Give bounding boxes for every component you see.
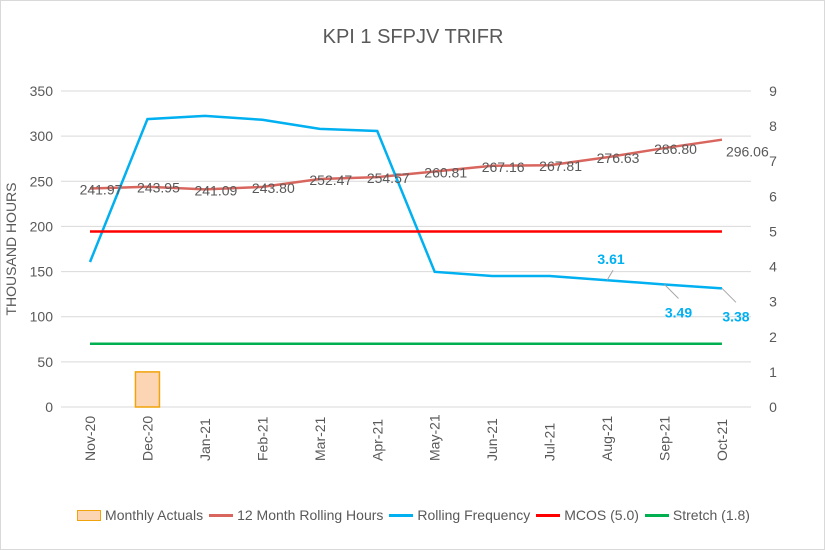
y-axis-label: THOUSAND HOURS bbox=[3, 182, 19, 315]
x-tick-label: Sep-21 bbox=[657, 416, 673, 461]
data-label-rolling-hours: 260.81 bbox=[424, 165, 467, 181]
x-tick-label: Feb-21 bbox=[254, 416, 270, 461]
y-tick-label: 150 bbox=[30, 264, 54, 280]
y-tick-label: 250 bbox=[30, 173, 54, 189]
x-tick-label: Apr-21 bbox=[369, 419, 385, 461]
legend: Monthly Actuals 12 Month Rolling Hours Rol… bbox=[1, 507, 825, 523]
y2-tick-label: 4 bbox=[769, 259, 777, 275]
legend-item: Monthly Actuals bbox=[77, 507, 203, 523]
legend-swatch bbox=[77, 509, 102, 521]
leader-line bbox=[721, 287, 737, 303]
data-label-rolling-hours: 252.47 bbox=[309, 172, 352, 188]
y2-tick-label: 5 bbox=[769, 223, 777, 239]
data-label-rolling-hours: 267.81 bbox=[539, 158, 582, 174]
legend-label: Stretch (1.8) bbox=[672, 507, 750, 523]
y2-tick-label: 9 bbox=[769, 83, 777, 99]
legend-item: Stretch (1.8) bbox=[644, 507, 750, 523]
y2-tick-label: 3 bbox=[769, 294, 777, 310]
legend-label: 12 Month Rolling Hours bbox=[237, 507, 384, 523]
series-line-12-month-rolling-hours bbox=[89, 138, 723, 191]
data-label-rolling-hours: 296.06 bbox=[726, 144, 769, 160]
data-label-rolling-hours: 267.16 bbox=[482, 159, 525, 175]
data-label-rolling-hours: 254.57 bbox=[367, 170, 410, 186]
leader-line bbox=[606, 269, 614, 281]
data-label-rolling-hours: 241.09 bbox=[194, 182, 237, 198]
bar-monthly-actuals bbox=[134, 371, 161, 408]
x-tick-label: Jul-21 bbox=[542, 423, 558, 461]
y-tick-label: 0 bbox=[45, 399, 53, 415]
chart-title: KPI 1 SFPJV TRIFR bbox=[323, 26, 504, 48]
data-label-rolling-frequency: 3.38 bbox=[722, 308, 749, 324]
data-label-rolling-hours: 241.97 bbox=[80, 182, 123, 198]
y2-tick-label: 8 bbox=[769, 118, 777, 134]
legend-item: MCOS (5.0) bbox=[536, 507, 639, 523]
y2-tick-label: 1 bbox=[769, 364, 777, 380]
legend-item: 12 Month Rolling Hours bbox=[209, 507, 383, 523]
legend-swatch bbox=[209, 513, 234, 517]
chart: KPI 1 SFPJV TRIFR THOUSAND HOURS 241.97 2… bbox=[3, 26, 777, 461]
legend-label: Rolling Frequency bbox=[417, 507, 531, 523]
legend-swatch bbox=[536, 513, 561, 517]
data-label-rolling-hours: 286.80 bbox=[654, 141, 697, 157]
leader-line bbox=[664, 284, 679, 299]
x-tick-label: Aug-21 bbox=[599, 416, 615, 461]
x-tick-label: Nov-20 bbox=[82, 416, 98, 461]
y2-tick-label: 2 bbox=[769, 329, 777, 345]
series-line-rolling-frequency bbox=[88, 114, 723, 290]
y-tick-label: 100 bbox=[30, 309, 54, 325]
data-label-rolling-frequency: 3.49 bbox=[665, 304, 692, 320]
legend-label: Monthly Actuals bbox=[105, 507, 204, 523]
data-label-rolling-frequency: 3.61 bbox=[597, 251, 624, 267]
x-tick-label: Dec-20 bbox=[139, 416, 155, 461]
legend-swatch bbox=[389, 513, 414, 517]
y-tick-label: 300 bbox=[30, 128, 54, 144]
x-tick-label: Jun-21 bbox=[484, 418, 500, 461]
data-label-rolling-hours: 276.63 bbox=[597, 150, 640, 166]
x-tick-label: Oct-21 bbox=[714, 419, 730, 461]
y-tick-label: 350 bbox=[30, 83, 54, 99]
x-tick-label: May-21 bbox=[427, 414, 443, 461]
legend-item: Rolling Frequency bbox=[389, 507, 530, 523]
x-tick-label: Mar-21 bbox=[312, 416, 328, 461]
x-tick-label: Jan-21 bbox=[197, 418, 213, 461]
data-label-rolling-hours: 243.80 bbox=[252, 180, 295, 196]
y-tick-label: 200 bbox=[30, 218, 54, 234]
legend-swatch bbox=[644, 513, 669, 517]
data-label-rolling-hours: 243.95 bbox=[137, 180, 180, 196]
y2-tick-label: 0 bbox=[769, 399, 777, 415]
y2-tick-label: 6 bbox=[769, 188, 777, 204]
y-tick-label: 50 bbox=[37, 354, 53, 370]
y2-tick-label: 7 bbox=[769, 153, 777, 169]
legend-label: MCOS (5.0) bbox=[564, 507, 639, 523]
